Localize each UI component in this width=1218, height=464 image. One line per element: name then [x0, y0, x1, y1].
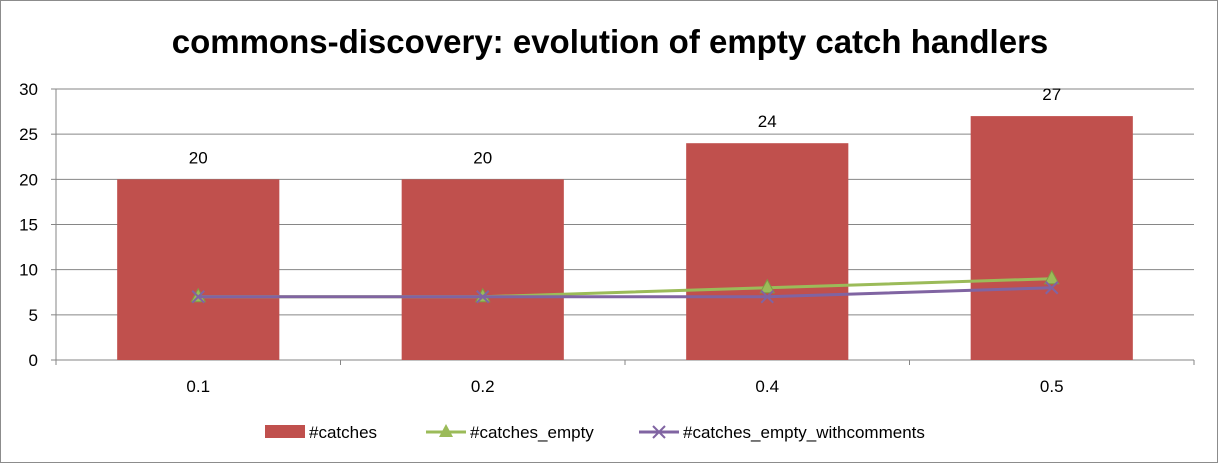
bar-data-label: 27: [1042, 85, 1061, 104]
y-tick-label: 10: [19, 261, 38, 280]
y-tick-label: 30: [19, 80, 38, 99]
y-tick-label: 0: [29, 351, 38, 370]
bar: [686, 143, 849, 360]
chart-title: commons-discovery: evolution of empty ca…: [172, 23, 1049, 60]
series-line: [198, 277, 1052, 299]
line-series: [190, 269, 1060, 304]
bar-data-label: 20: [189, 148, 208, 167]
legend-label: #catches_empty_withcomments: [683, 423, 925, 442]
series-line: [198, 286, 1052, 299]
y-tick-label: 20: [19, 170, 38, 189]
legend-x-marker: [652, 425, 666, 439]
legend-item: #catches: [265, 423, 377, 442]
x-marker: [191, 290, 205, 304]
x-marker: [476, 290, 490, 304]
y-tick-label: 15: [19, 216, 38, 235]
bar: [970, 116, 1133, 360]
bar-data-label: 20: [473, 148, 492, 167]
legend-swatch-bar: [265, 425, 305, 438]
legend-label: #catches_empty: [470, 423, 594, 442]
triangle-marker: [759, 278, 776, 294]
y-tick-label: 5: [29, 306, 38, 325]
data-labels: 20 20 24 27: [189, 85, 1061, 167]
triangle-marker: [1043, 269, 1060, 285]
legend-triangle-marker: [439, 424, 453, 437]
legend: #catches #catches_empty #catches_empty_wit…: [265, 423, 925, 442]
bar: [401, 179, 564, 360]
legend-label: #catches: [309, 423, 377, 442]
x-tick-label: 0.1: [186, 377, 210, 396]
y-tick-label: 25: [19, 125, 38, 144]
bar-series: [117, 116, 1133, 360]
bar-data-label: 24: [758, 112, 777, 131]
legend-item: #catches_empty: [426, 423, 594, 442]
x-tick-label: 0.2: [471, 377, 495, 396]
bar: [117, 179, 280, 360]
x-tick-label: 0.4: [755, 377, 779, 396]
x-tick-label: 0.5: [1040, 377, 1064, 396]
x-marker: [760, 290, 774, 304]
x-marker: [1045, 281, 1059, 295]
legend-item: #catches_empty_withcomments: [639, 423, 925, 442]
